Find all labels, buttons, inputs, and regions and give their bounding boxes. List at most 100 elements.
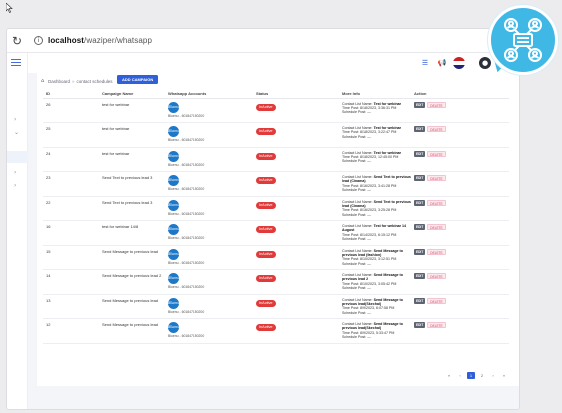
breadcrumb-current: contact schedules xyxy=(76,78,113,84)
account-logo: Bluenu xyxy=(168,273,179,284)
edit-button[interactable]: EDIT xyxy=(414,322,426,328)
edit-button[interactable]: EDIT xyxy=(414,248,426,255)
chat-bubble-logo xyxy=(488,5,558,75)
row-more-info: Contact List Name: Test for webinar Time … xyxy=(339,147,411,172)
col-more-info: More Info xyxy=(339,89,411,99)
time-value: 8/9/2023, 6:07:58 PM xyxy=(360,306,395,311)
flag-icon[interactable] xyxy=(453,57,465,69)
account-text: Bluenu - 601847150200 xyxy=(168,334,205,338)
edit-button[interactable]: EDIT xyxy=(414,150,426,157)
url-text[interactable]: localhost/waziper/whatsapp xyxy=(48,36,152,45)
edit-button[interactable]: EDIT xyxy=(414,273,426,279)
status-badge[interactable]: InActive xyxy=(256,152,276,160)
page-button[interactable]: ‹ xyxy=(459,373,461,378)
account-text: Bluenu - 601847150200 xyxy=(168,236,205,240)
list-label: Contact List Name: xyxy=(342,101,373,106)
status-badge[interactable]: InActive xyxy=(256,177,276,184)
edit-button[interactable]: EDIT xyxy=(414,126,426,132)
delete-button[interactable]: DELETE xyxy=(427,273,446,279)
col-campaign-name[interactable]: Campaign Name xyxy=(99,89,165,99)
delete-button[interactable]: DELETE xyxy=(427,248,446,255)
delete-button[interactable]: DELETE xyxy=(427,150,446,157)
delete-button[interactable]: DELETE xyxy=(427,224,446,230)
delete-button[interactable]: DELETE xyxy=(427,101,446,108)
row-status: InActive xyxy=(253,245,339,270)
chevron-right-icon[interactable]: › xyxy=(14,182,17,189)
account-logo: Bluenu xyxy=(168,297,179,309)
account-logo: Bluenu xyxy=(168,199,179,211)
row-status: InActive xyxy=(253,318,339,344)
network-users-icon xyxy=(504,18,542,62)
add-campaign-button[interactable]: ADD CAMPAIGN xyxy=(117,75,159,84)
home-icon[interactable]: ⌂ xyxy=(41,77,45,84)
row-action: EDIT DELETE xyxy=(411,318,509,344)
time-label: Time Post: xyxy=(342,208,360,213)
list-icon[interactable]: ☰ xyxy=(421,59,429,67)
status-badge[interactable]: InActive xyxy=(256,275,276,282)
page-button[interactable]: » xyxy=(502,373,506,378)
col-accounts[interactable]: Whatsapp Accounts xyxy=(165,89,253,99)
delete-button[interactable]: DELETE xyxy=(427,297,446,304)
menu-icon[interactable] xyxy=(11,59,21,66)
col-id[interactable]: ID xyxy=(43,89,99,99)
table-row: 14 Send Message to previous lead 2 Bluenu B… xyxy=(43,269,509,295)
page-button[interactable]: « xyxy=(447,373,451,378)
breadcrumb-home[interactable]: Dashboard xyxy=(48,78,71,84)
delete-button[interactable]: DELETE xyxy=(427,126,446,132)
account-logo: Bluenu xyxy=(168,322,179,333)
status-badge[interactable]: InActive xyxy=(256,299,276,307)
info-icon[interactable]: i xyxy=(34,36,43,45)
account-text: Bluenu - 601847150200 xyxy=(168,211,205,216)
schedule-value: — xyxy=(367,286,371,291)
megaphone-icon[interactable]: 📢 xyxy=(437,59,447,67)
edit-button[interactable]: EDIT xyxy=(414,199,426,206)
edit-button[interactable]: EDIT xyxy=(414,224,426,230)
page-button[interactable]: › xyxy=(492,373,494,378)
account-text: Bluenu - 601847150200 xyxy=(168,113,205,118)
reload-icon[interactable]: ↻ xyxy=(12,33,23,48)
row-status: InActive xyxy=(253,122,339,148)
row-status: InActive xyxy=(253,220,339,246)
chevron-right-icon[interactable]: › xyxy=(14,169,17,176)
chevron-right-icon[interactable]: › xyxy=(14,116,17,123)
col-action: Action xyxy=(411,89,509,99)
sidebar-active-item[interactable] xyxy=(7,151,28,163)
delete-button[interactable]: DELETE xyxy=(427,322,446,328)
status-badge[interactable]: InActive xyxy=(256,128,276,135)
table-row: 23 Send Text to previous lead 3 Bluenu Blue… xyxy=(43,171,509,197)
page-button[interactable]: 1 xyxy=(467,372,475,379)
time-value: 8/9/2023, 5:33:47 PM xyxy=(360,330,395,335)
row-campaign-name: Send Message to previous lead xyxy=(99,318,165,344)
browser-window: ↻ i localhost/waziper/whatsapp › ⌄ › › ☰… xyxy=(6,28,520,410)
status-badge[interactable]: InActive xyxy=(256,250,276,258)
chevron-down-icon[interactable]: ⌄ xyxy=(14,129,20,136)
time-label: Time Post: xyxy=(342,257,360,262)
delete-button[interactable]: DELETE xyxy=(427,175,446,181)
schedule-label: Schedule Post: xyxy=(342,286,367,291)
edit-button[interactable]: EDIT xyxy=(414,175,426,181)
row-id: 14 xyxy=(43,269,99,295)
list-label: Contact List Name: xyxy=(342,150,373,155)
address-bar[interactable]: ↻ i localhost/waziper/whatsapp xyxy=(7,29,519,53)
row-id: 12 xyxy=(43,318,99,344)
delete-button[interactable]: DELETE xyxy=(427,199,446,206)
status-badge[interactable]: InActive xyxy=(256,226,276,233)
status-badge[interactable]: InActive xyxy=(256,324,276,331)
breadcrumb: ⌂ Dashboard » contact schedules xyxy=(41,76,113,86)
schedule-value: — xyxy=(367,335,371,340)
row-more-info: Contact List Name: Send Message to previ… xyxy=(339,318,411,344)
page-button[interactable]: 2 xyxy=(480,373,484,378)
edit-button[interactable]: EDIT xyxy=(414,297,426,304)
row-campaign-name: Send Message to previous lead xyxy=(99,294,165,319)
time-label: Time Post: xyxy=(342,330,360,335)
edit-button[interactable]: EDIT xyxy=(414,101,426,108)
row-account: Bluenu Bluenu - 601847150200 xyxy=(165,220,253,246)
breadcrumb-separator: » xyxy=(72,78,75,84)
status-badge[interactable]: InActive xyxy=(256,201,276,209)
time-label: Time Post: xyxy=(342,232,360,237)
table-header: ID Campaign Name Whatsapp Accounts Statu… xyxy=(43,89,509,99)
avatar[interactable]: ● xyxy=(479,57,491,69)
row-action: EDIT DELETE xyxy=(411,98,509,123)
time-value: 8/18/2023, 3:36:31 PM xyxy=(360,105,397,110)
status-badge[interactable]: InActive xyxy=(256,103,276,111)
